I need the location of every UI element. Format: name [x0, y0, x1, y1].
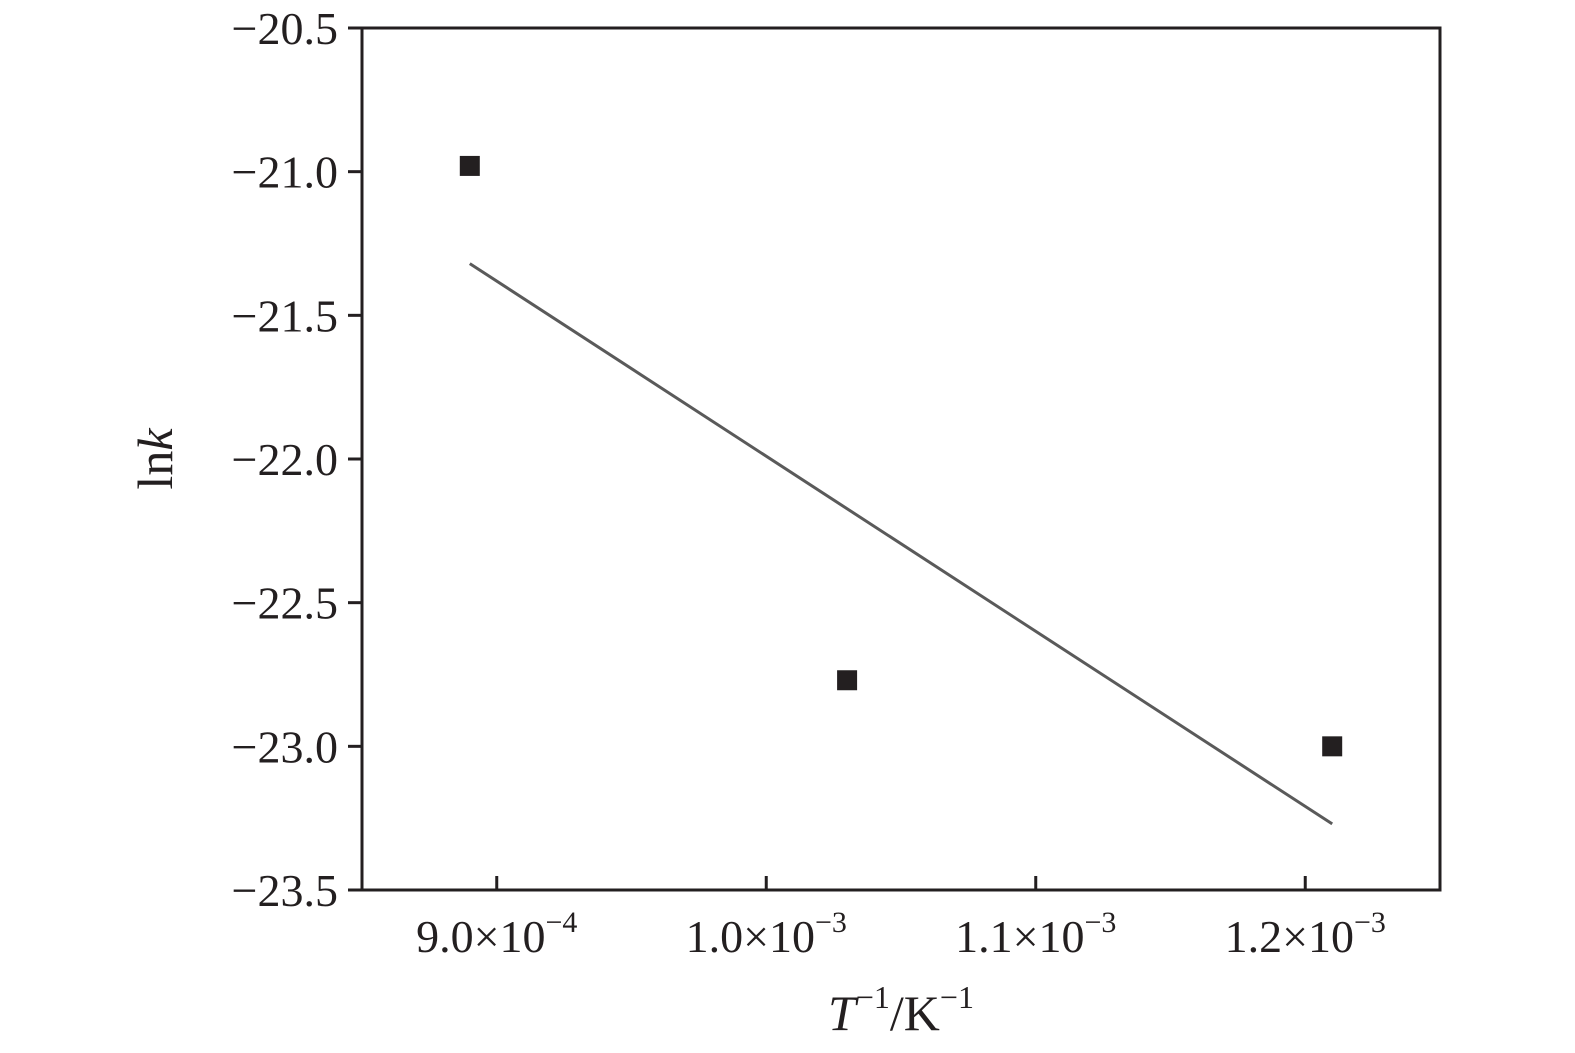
- data-point-0: [459, 155, 480, 176]
- y-axis-title-ln: ln: [127, 451, 183, 490]
- x-axis-title-unit: /K: [890, 985, 940, 1041]
- x-axis-title-symbol: T: [828, 985, 859, 1041]
- x-axis-title-unit-sup: −1: [940, 979, 974, 1015]
- y-axis: −20.5 −21.0 −21.5 −22.0 −22.5 −23.0 −23.5: [232, 3, 362, 916]
- data-point-1: [837, 670, 858, 691]
- y-axis-title: lnk: [127, 428, 183, 490]
- y-tick-label-5: −23.0: [232, 721, 338, 772]
- y-tick-label-1: −21.0: [232, 147, 338, 198]
- y-tick-label-3: −22.0: [232, 434, 338, 485]
- x-tick-label-0: 9.0×10−4: [416, 906, 577, 962]
- x-tick-label-2: 1.1×10−3: [955, 906, 1116, 962]
- x-axis-title: T−1/K−1: [828, 979, 974, 1041]
- y-tick-label-4: −22.5: [232, 578, 338, 629]
- x-axis-title-sup: −1: [856, 979, 890, 1015]
- fit-line: [468, 262, 1334, 826]
- data-point-2: [1322, 736, 1343, 757]
- series-layer: [459, 155, 1343, 826]
- x-tick-label-1: 1.0×10−3: [686, 906, 847, 962]
- y-tick-label-6: −23.5: [232, 865, 338, 916]
- plot-frame: [360, 26, 1442, 892]
- x-axis: 9.0×10−4 1.0×10−3 1.1×10−3 1.2×10−3: [416, 876, 1386, 962]
- y-tick-label-2: −21.5: [232, 290, 338, 341]
- y-axis-title-k: k: [127, 428, 183, 451]
- y-tick-label-0: −20.5: [232, 3, 338, 54]
- x-tick-label-3: 1.2×10−3: [1225, 906, 1386, 962]
